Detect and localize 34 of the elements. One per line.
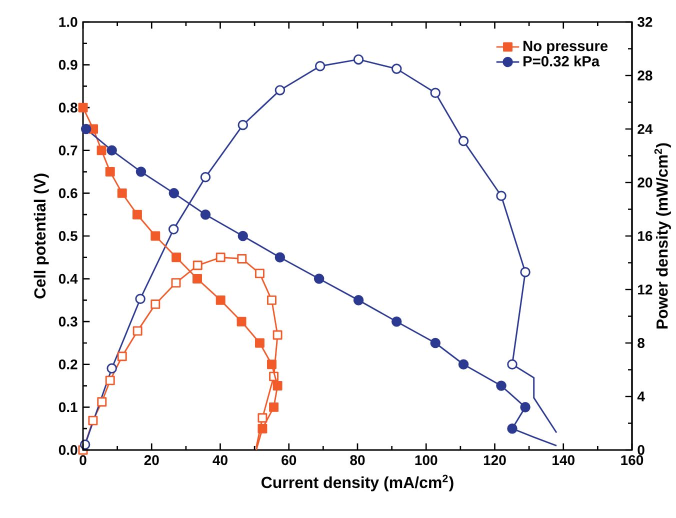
y2-tick-label: 12 bbox=[638, 284, 652, 294]
legend-label: No pressure bbox=[524, 40, 608, 54]
y-tick-label: 0.5 bbox=[58, 231, 78, 241]
y-tick-label: 0.4 bbox=[58, 274, 78, 284]
y-tick-label: 1.0 bbox=[59, 17, 78, 27]
y-tick-label: 0.6 bbox=[58, 188, 78, 198]
y2-tick-label: 4 bbox=[637, 392, 645, 402]
y2-tick-label: 8 bbox=[638, 338, 645, 348]
y-tick-label: 0.9 bbox=[58, 60, 78, 70]
y-tick-label: 0.0 bbox=[58, 445, 78, 455]
x-tick-label: 80 bbox=[350, 455, 365, 466]
y-tick-label: 0.3 bbox=[58, 316, 78, 327]
y-tick-label: 0.8 bbox=[58, 102, 78, 113]
x-tick-label: 40 bbox=[212, 455, 228, 466]
x-tick-label: 0 bbox=[80, 455, 86, 466]
y2-axis-title: Power density (mW/cm$^{2}$) bbox=[654, 143, 671, 328]
y-tick-label: 0.1 bbox=[58, 402, 78, 412]
y-tick-label: 0.2 bbox=[58, 359, 78, 370]
y2-tick-label: 0 bbox=[638, 445, 644, 455]
y2-tick-label: 32 bbox=[637, 17, 652, 27]
y-tick-label: 0.7 bbox=[58, 145, 78, 156]
y-axis-title: Cell potential (V) bbox=[34, 174, 49, 298]
x-tick-label: 140 bbox=[552, 455, 574, 466]
y2-tick-label: 20 bbox=[638, 178, 652, 188]
x-axis-title: Current density (mA/cm$^{2}$) bbox=[262, 474, 454, 492]
x-tick-label: 100 bbox=[415, 455, 438, 466]
x-tick-label: 160 bbox=[621, 455, 644, 466]
x-tick-label: 120 bbox=[484, 455, 506, 466]
x-tick-label: 60 bbox=[282, 455, 296, 466]
y2-tick-label: 28 bbox=[638, 70, 652, 80]
x-tick-label: 20 bbox=[144, 455, 159, 466]
legend-label: P=0.32 kPa bbox=[524, 56, 600, 66]
y2-tick-label: 16 bbox=[638, 231, 652, 241]
y2-tick-label: 24 bbox=[638, 124, 653, 134]
